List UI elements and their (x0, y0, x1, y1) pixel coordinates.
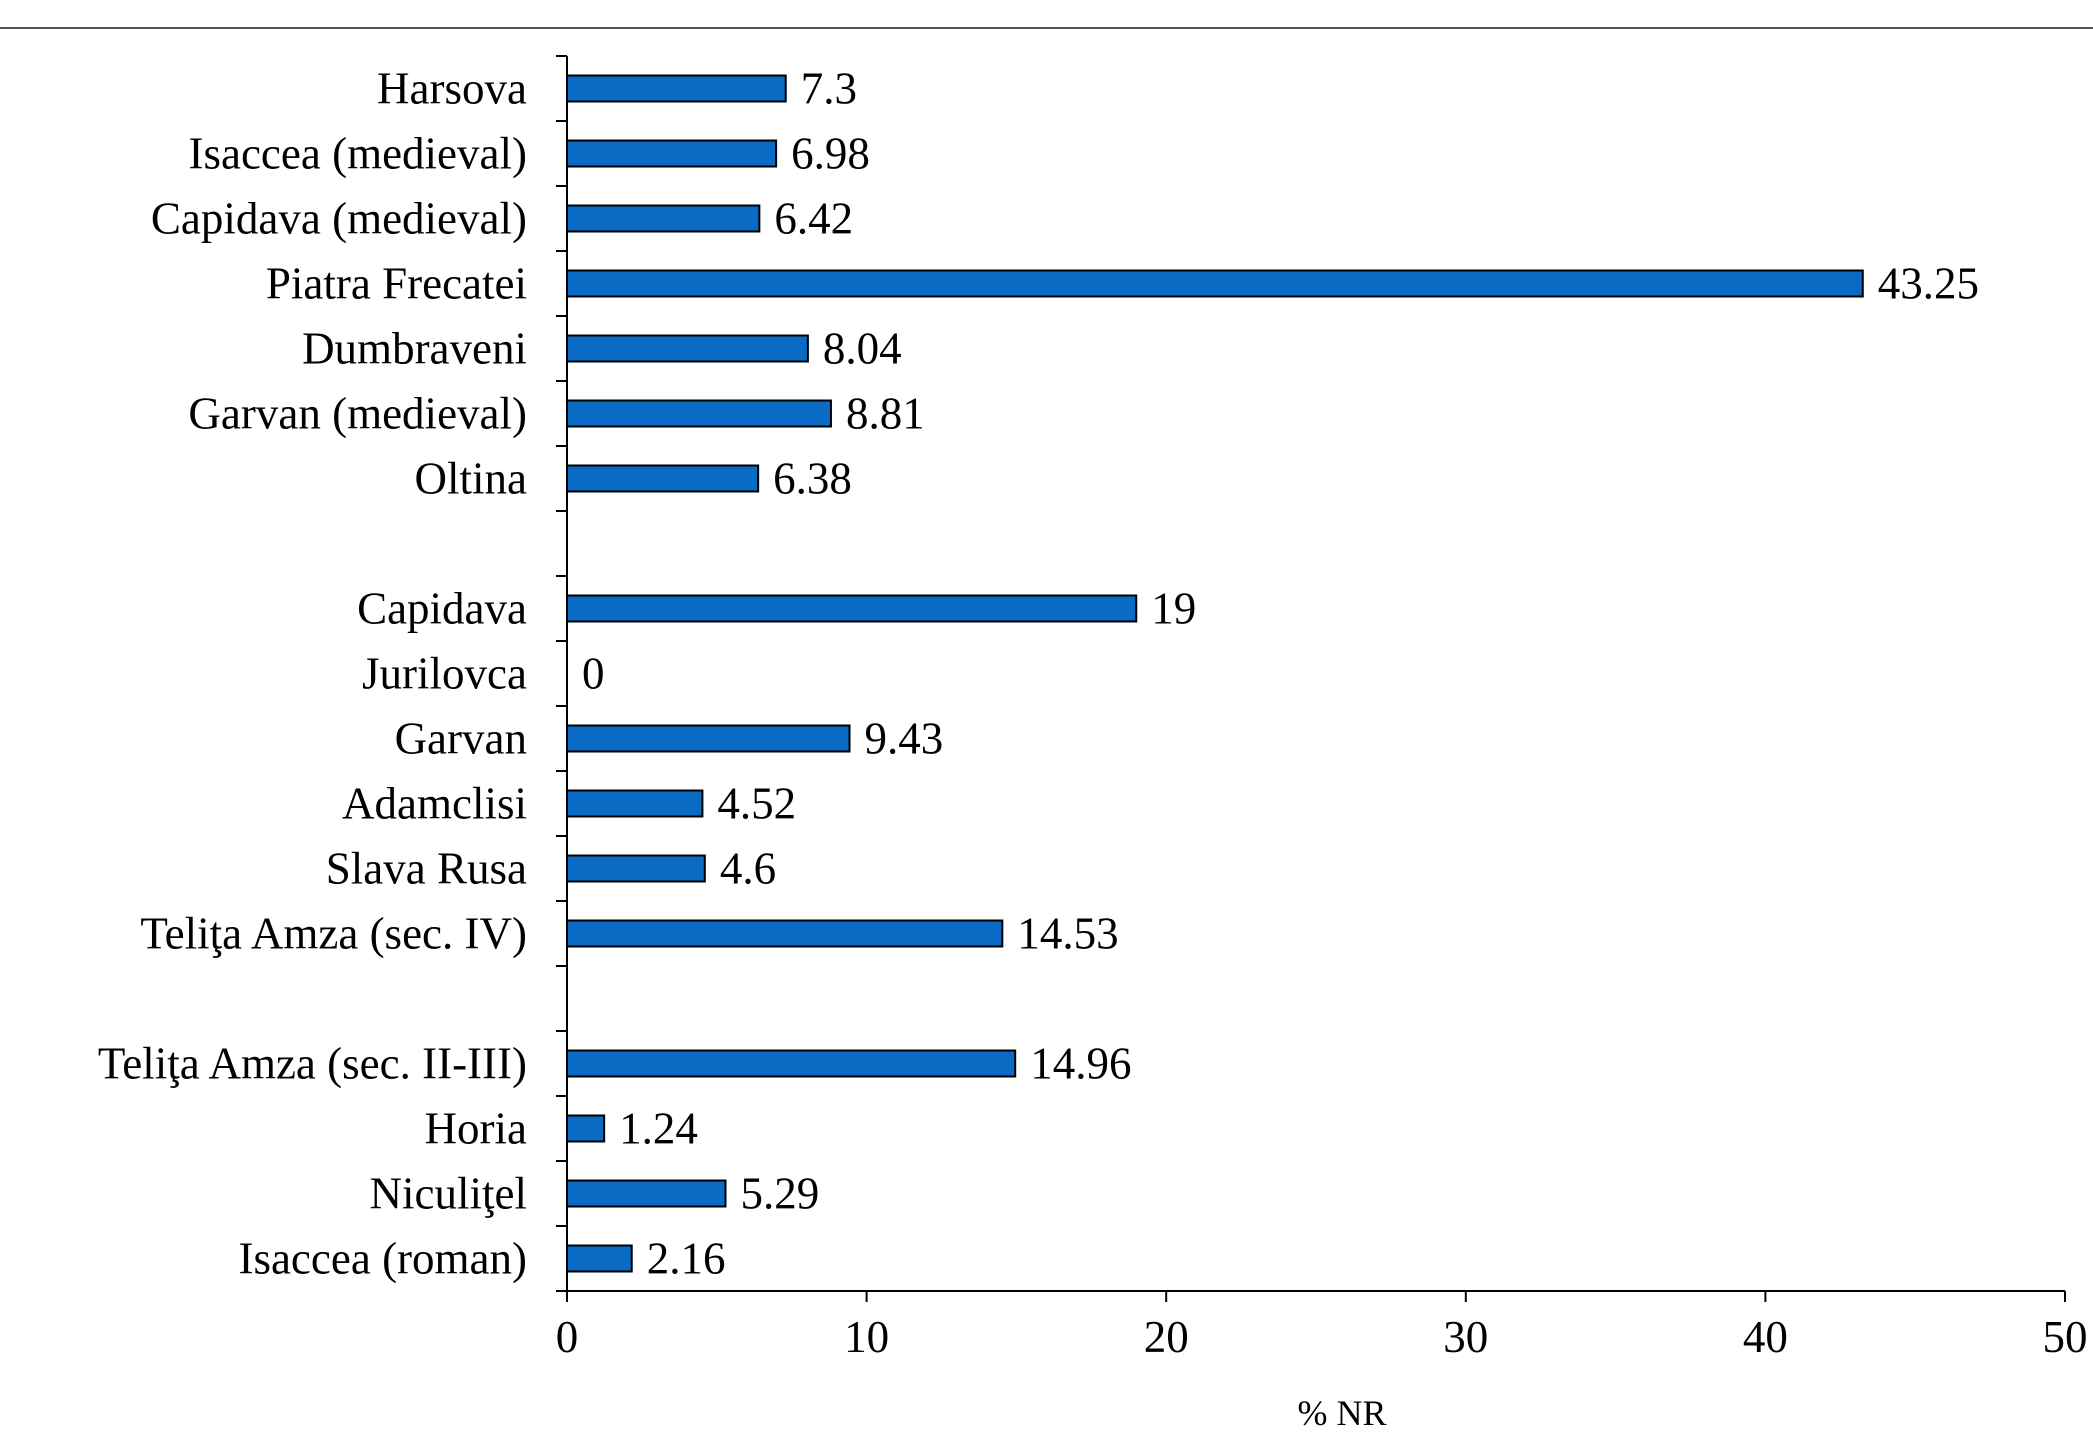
bar (566, 464, 760, 493)
data-label: 8.04 (823, 324, 902, 374)
category-label: Dumbraveni (302, 324, 527, 374)
category-label: Jurilovca (362, 649, 527, 699)
category-label: Teliţa Amza (sec. IV) (140, 909, 527, 959)
bar (566, 1114, 606, 1143)
category-label: Garvan (395, 714, 527, 764)
category-label: Capidava (357, 584, 527, 634)
bar (566, 139, 778, 168)
x-tick-label: 10 (844, 1312, 889, 1362)
data-label: 7.3 (801, 64, 857, 114)
data-label: 4.6 (720, 844, 776, 894)
data-label: 43.25 (1878, 259, 1979, 309)
category-label: Isaccea (roman) (238, 1234, 527, 1284)
data-label: 1.24 (619, 1104, 698, 1154)
category-label: Niculiţel (370, 1169, 527, 1219)
data-label: 8.81 (846, 389, 925, 439)
category-label: Harsova (377, 64, 527, 114)
bar (566, 789, 704, 818)
data-label: 19 (1151, 584, 1196, 634)
bar (566, 399, 832, 428)
data-label: 14.96 (1030, 1039, 1131, 1089)
category-label: Teliţa Amza (sec. II-III) (98, 1039, 527, 1089)
data-label: 9.43 (865, 714, 944, 764)
bar (566, 1244, 633, 1273)
bar (566, 269, 1864, 298)
bar (566, 204, 761, 233)
labels-layer: 0 10 20 30 40 50 Harsova 7.3 Isaccea (medieval) 6… (98, 64, 2088, 1363)
x-tick-label: 20 (1144, 1312, 1189, 1362)
bar (566, 854, 706, 883)
bar (566, 334, 809, 363)
axes-layer (566, 56, 2065, 1292)
data-label: 0 (582, 649, 605, 699)
bar (566, 1049, 1017, 1078)
category-label: Piatra Frecatei (266, 259, 527, 309)
ticks-layer (556, 55, 2066, 1302)
category-label: Oltina (415, 454, 528, 504)
category-label: Capidava (medieval) (151, 194, 527, 244)
data-label: 2.16 (647, 1234, 726, 1284)
x-tick-label: 0 (556, 1312, 579, 1362)
category-label: Slava Rusa (326, 844, 527, 894)
x-tick-label: 40 (1743, 1312, 1788, 1362)
bar (566, 1179, 727, 1208)
bar (566, 74, 787, 103)
x-axis-title: % NR (1298, 1393, 1387, 1433)
data-label: 6.98 (791, 129, 870, 179)
data-label: 4.52 (717, 779, 796, 829)
x-tick-label: 30 (1443, 1312, 1488, 1362)
bar (566, 594, 1138, 623)
data-label: 5.29 (740, 1169, 819, 1219)
bar (566, 724, 851, 753)
bar (566, 919, 1004, 948)
category-label: Garvan (medieval) (188, 389, 527, 439)
data-label: 6.42 (774, 194, 853, 244)
bars-layer (566, 74, 1864, 1273)
data-label: 14.53 (1017, 909, 1118, 959)
category-label: Isaccea (medieval) (188, 129, 527, 179)
category-label: Horia (425, 1104, 527, 1154)
data-label: 6.38 (773, 454, 852, 504)
x-tick-label: 50 (2043, 1312, 2088, 1362)
category-label: Adamclisi (342, 779, 527, 829)
